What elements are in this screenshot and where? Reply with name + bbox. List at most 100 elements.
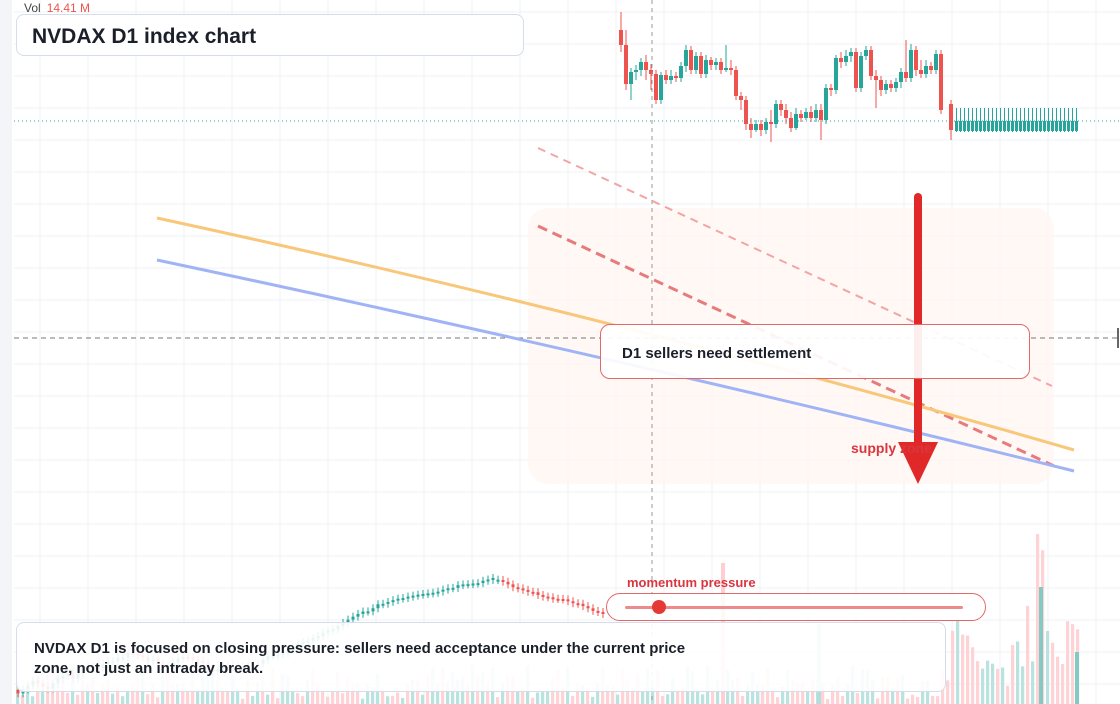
slider-knob-icon[interactable] [651, 600, 666, 614]
volume-bar [981, 668, 985, 704]
volume-bar [641, 690, 645, 704]
candle-body [431, 592, 435, 595]
volume-bar [176, 683, 180, 704]
volume-bar [101, 683, 105, 704]
volume-bar [31, 696, 35, 704]
candle-body [829, 88, 833, 90]
volume-bar [711, 687, 715, 704]
candle-body [1047, 121, 1050, 131]
volume-bar [21, 694, 25, 704]
volume-bar [116, 686, 120, 704]
candle-body [894, 82, 898, 88]
momentum-track[interactable] [625, 606, 963, 609]
candle-body [834, 58, 838, 90]
volume-bar [361, 698, 365, 704]
analysis-note-text: NVDAX D1 is focused on closing pressure:… [34, 640, 686, 677]
volume-bar [531, 697, 535, 704]
chart-title: NVDAX D1 index chart [32, 25, 257, 48]
candle-body [346, 619, 350, 624]
volume-bar [681, 687, 685, 704]
volume-bar [1021, 666, 1025, 704]
volume-bar [576, 682, 580, 704]
candle-body [999, 121, 1002, 131]
volume-bar [1031, 661, 1035, 704]
candle-body [1023, 121, 1026, 131]
volume-bar [301, 696, 305, 704]
volume-bar [1061, 664, 1065, 704]
candle-body [1003, 121, 1006, 131]
volume-bar [936, 696, 940, 704]
volume-bar [1075, 652, 1079, 704]
candle-body [1071, 121, 1074, 131]
candle-body [546, 596, 550, 599]
volume-bar [351, 684, 355, 704]
candle-body [476, 583, 480, 586]
volume-bar [66, 692, 70, 704]
volume-bar [126, 690, 130, 704]
candle-body [461, 584, 465, 587]
candle-body [669, 76, 673, 80]
volume-bar [921, 681, 925, 704]
candle-body [421, 593, 425, 596]
volume-bar [541, 690, 545, 704]
volume-bar [86, 684, 90, 704]
volume-bar [661, 695, 665, 704]
candle-body [674, 76, 678, 78]
volume-bar [761, 683, 765, 704]
volume-bar [626, 680, 630, 704]
volume-bar [611, 685, 615, 704]
candle-body [704, 60, 708, 74]
momentum-slider[interactable] [606, 593, 986, 621]
candle-body [601, 611, 605, 614]
candle-body [521, 588, 525, 591]
candle-body [849, 52, 853, 56]
candle-body [991, 121, 994, 131]
candle-body [1019, 121, 1022, 131]
candle-body [386, 601, 390, 604]
candle-body [619, 30, 623, 45]
volume-bar [1039, 587, 1043, 704]
volume-bar [486, 681, 490, 704]
candle-body [987, 121, 990, 131]
left-edge-strip [0, 0, 12, 704]
candle-body [531, 591, 535, 594]
volume-bar [1036, 534, 1040, 704]
volume-bar [371, 687, 375, 704]
candle-body [744, 100, 748, 124]
volume-bar [306, 680, 310, 704]
volume-bar [291, 690, 295, 704]
candle-body [799, 114, 803, 118]
candle-body [919, 70, 923, 74]
volume-bar [366, 683, 370, 704]
volume-bar [146, 694, 150, 704]
volume-bar [226, 691, 230, 704]
volume-bar [1046, 631, 1050, 704]
volume-bar [966, 635, 970, 704]
volume-bar [496, 697, 500, 704]
candle-body [719, 62, 723, 70]
volume-bar [821, 681, 825, 704]
candle-body [639, 62, 643, 70]
volume-bar [251, 695, 255, 704]
candle-body [371, 608, 375, 612]
candle-body [356, 613, 360, 617]
volume-bar [401, 697, 405, 704]
volume-bar [266, 694, 270, 704]
volume-bar [391, 696, 395, 704]
candle-body [739, 96, 743, 100]
candle-body [351, 616, 355, 620]
volume-bar [131, 682, 135, 704]
volume-bar [801, 682, 805, 704]
candle-body [401, 598, 405, 601]
candle-body [576, 603, 580, 606]
candle-body [924, 66, 928, 74]
volume-bar [386, 696, 390, 704]
candle-body [979, 121, 982, 131]
volume-bar [581, 684, 585, 704]
volume-bar [411, 680, 415, 704]
volume-bar [186, 689, 190, 704]
candle-body [699, 56, 703, 74]
candle-body [1067, 121, 1070, 131]
candle-body [536, 592, 540, 595]
